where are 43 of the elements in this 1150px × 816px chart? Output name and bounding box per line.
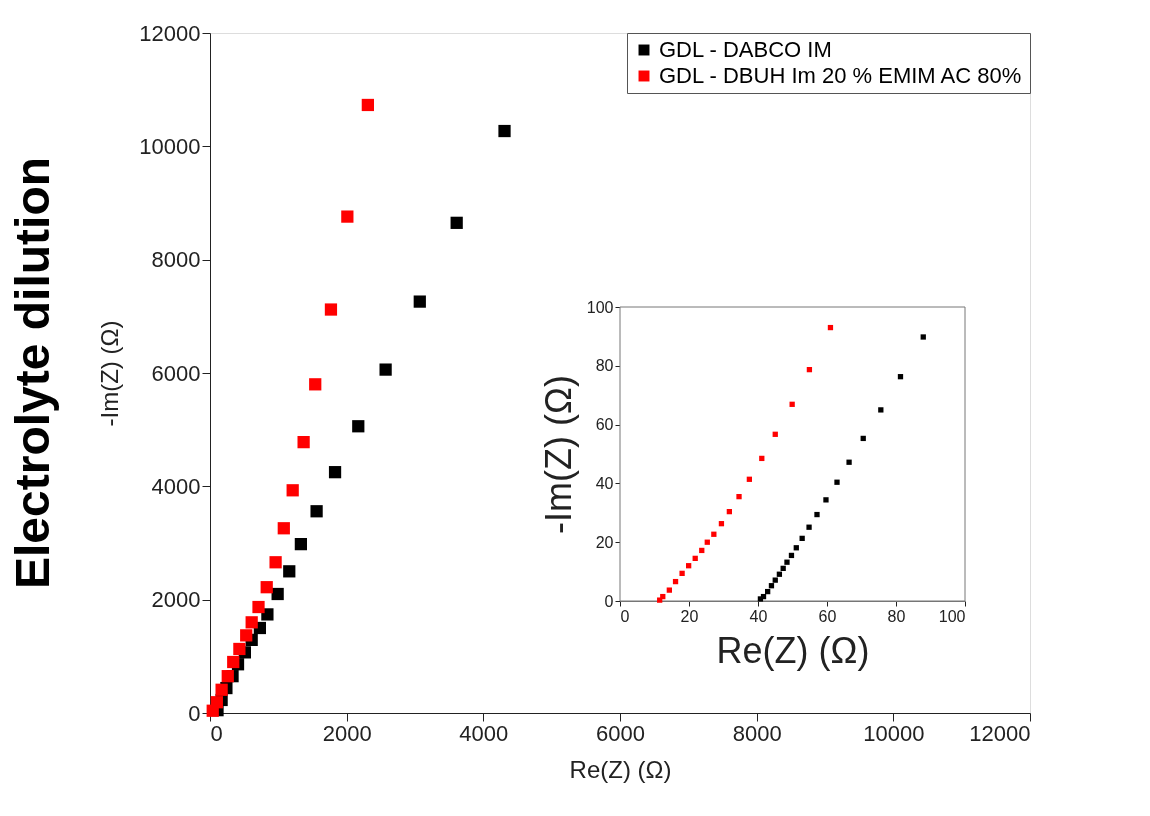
y-tick-label: 100 [586,298,614,316]
x-axis-title: Re(Z) (Ω) [569,755,672,783]
legend-label: GDL - DABCO IM [659,37,832,62]
y-tick-label: 0 [188,700,201,726]
point [814,511,820,518]
x-tick-label: 12000 [969,720,1031,746]
y-tick-label: 0 [604,592,614,610]
point [846,459,852,465]
y-tick-label: 60 [595,416,614,434]
x-tick-label: 8000 [732,720,782,746]
x-tick-label: 80 [887,607,906,625]
x-tick-label: 0 [620,607,630,625]
x-tick-label: 4000 [459,720,509,746]
text: Electrolyte dilution [5,156,59,590]
y-tick-label: 40 [595,474,614,492]
y-tick-label: 12000 [139,20,201,46]
legend-label: GDL - DBUH Im 20 % EMIM AC 80% [659,63,1022,88]
x-tick-label: 20 [680,607,699,625]
y-tick-label: 10000 [139,133,201,159]
point [679,570,685,577]
x-tick-label: 10000 [863,720,925,746]
y-tick-label: 6000 [151,360,201,386]
y-tick-label: 8000 [151,247,201,273]
x-tick-label: 2000 [322,720,372,746]
x-axis-title: Re(Z) (Ω) [716,629,870,671]
point [834,479,840,485]
point [736,493,742,500]
y-axis-title: -Im(Z) (Ω) [537,375,579,534]
x-tick-label: 40 [749,607,768,625]
x-tick-label: 100 [938,607,966,625]
point [806,524,812,530]
point [920,334,926,340]
point [772,577,778,583]
y-tick-label: 80 [595,357,614,375]
x-tick-label: 60 [818,607,837,625]
y-axis-title: -Im(Z) (Ω) [96,320,124,427]
point [823,497,829,503]
x-tick-label: 0 [210,720,223,746]
point [878,407,884,413]
y-tick-label: 20 [595,533,614,551]
point [784,559,790,565]
point [666,587,672,593]
y-tick-label: 4000 [151,473,201,499]
